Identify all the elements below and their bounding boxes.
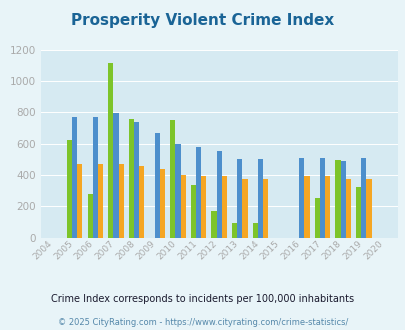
Bar <box>304 176 309 238</box>
Text: Prosperity Violent Crime Index: Prosperity Violent Crime Index <box>71 13 334 28</box>
Text: © 2025 CityRating.com - https://www.cityrating.com/crime-statistics/: © 2025 CityRating.com - https://www.city… <box>58 318 347 327</box>
Bar <box>355 187 360 238</box>
Bar <box>242 179 247 238</box>
Bar <box>340 161 345 238</box>
Bar <box>118 164 124 238</box>
Bar <box>77 164 82 238</box>
Bar <box>175 144 180 238</box>
Bar <box>87 194 92 238</box>
Bar <box>324 176 329 238</box>
Bar <box>216 150 221 238</box>
Bar <box>360 158 365 238</box>
Bar <box>221 177 226 238</box>
Bar <box>314 198 319 238</box>
Bar <box>160 169 164 238</box>
Bar <box>67 140 72 238</box>
Bar <box>298 158 304 238</box>
Bar <box>92 117 98 238</box>
Bar <box>108 63 113 238</box>
Bar <box>170 120 175 238</box>
Bar <box>72 117 77 238</box>
Bar <box>335 160 340 238</box>
Bar <box>237 159 242 238</box>
Bar <box>211 211 216 238</box>
Bar <box>257 159 262 238</box>
Bar <box>196 148 200 238</box>
Bar <box>365 179 371 238</box>
Bar <box>232 223 237 238</box>
Text: Crime Index corresponds to incidents per 100,000 inhabitants: Crime Index corresponds to incidents per… <box>51 294 354 304</box>
Bar <box>113 113 118 238</box>
Bar <box>98 164 103 238</box>
Bar <box>180 175 185 238</box>
Bar <box>252 223 257 238</box>
Bar <box>319 158 324 238</box>
Bar <box>128 119 134 238</box>
Bar <box>154 133 160 238</box>
Bar <box>139 166 144 238</box>
Bar <box>200 177 206 238</box>
Bar <box>345 179 350 238</box>
Bar <box>262 179 268 238</box>
Bar <box>190 185 196 238</box>
Bar <box>134 122 139 238</box>
